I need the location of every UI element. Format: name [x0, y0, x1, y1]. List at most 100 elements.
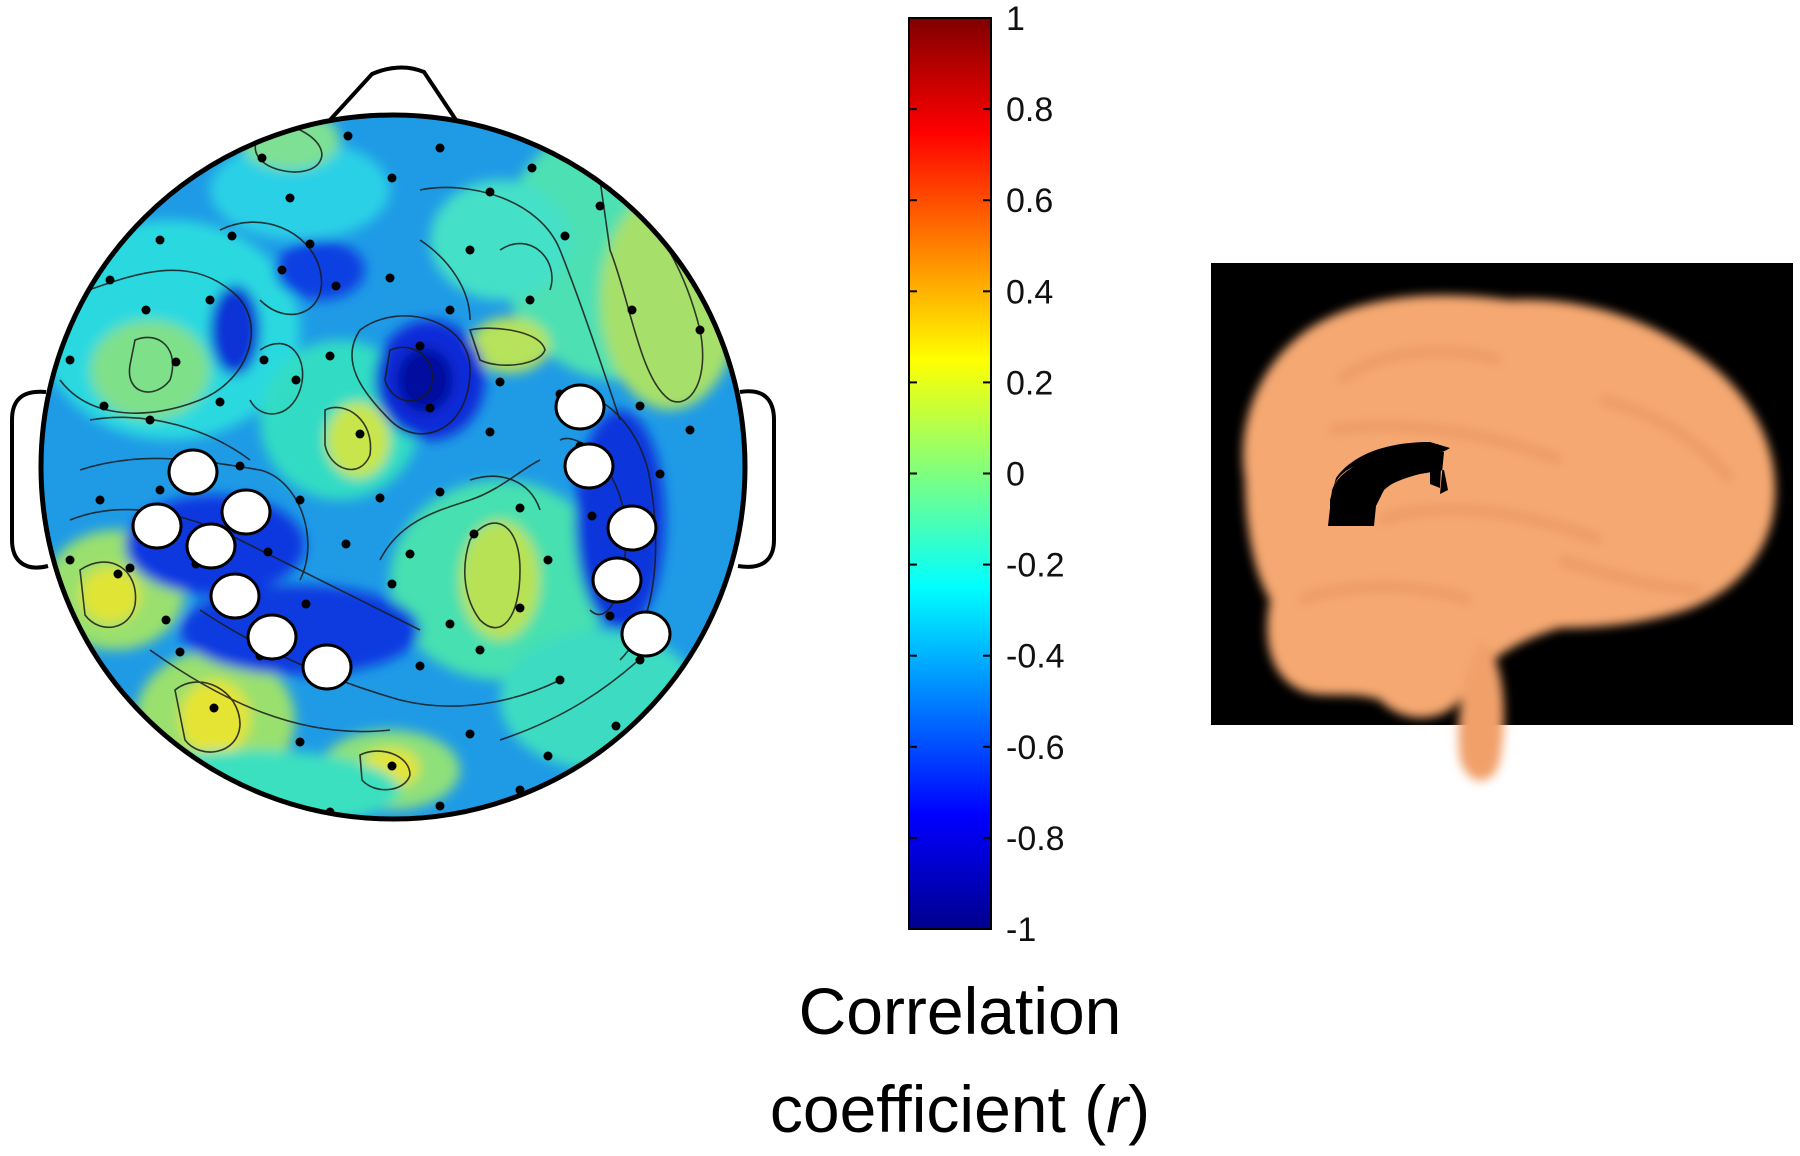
colorbar-tick-label: 0.6	[1006, 182, 1053, 220]
electrode-dot	[611, 721, 621, 731]
electrode-dot	[105, 275, 115, 285]
electrode-dot	[175, 647, 185, 657]
colorbar-tick-label: 0.8	[1006, 91, 1053, 129]
electrode-dot	[485, 187, 495, 197]
electrode-dot	[65, 355, 75, 365]
significant-electrode-marker	[246, 613, 298, 661]
significant-electrode-marker	[167, 448, 219, 496]
electrode-dot	[387, 579, 397, 589]
colorbar-tick-label: 0.4	[1006, 273, 1053, 311]
title-prefix: coefficient (	[770, 1072, 1106, 1146]
colorbar-tick-label: 0.2	[1006, 364, 1053, 402]
significant-electrode-marker	[220, 488, 272, 536]
electrode-dot	[655, 469, 665, 479]
electrode-dot	[445, 619, 455, 629]
significant-electrode-marker	[131, 502, 183, 550]
brain-tissue	[1242, 295, 1776, 781]
electrode-dot	[435, 143, 445, 153]
electrode-dot	[277, 265, 287, 275]
electrode-dot	[259, 355, 269, 365]
electrode-dot	[435, 801, 445, 811]
electrode-dot	[543, 555, 553, 565]
colorbar-ticks: 1 0.8 0.6 0.4 0.2 0 -0.2 -0.4 -0.6 -0.8 -1	[909, 0, 1065, 949]
electrode-dot	[415, 341, 425, 351]
electrode-dot	[171, 357, 181, 367]
electrode-dot	[245, 791, 255, 801]
electrode-dot	[215, 397, 225, 407]
electrode-dot	[685, 425, 695, 435]
electrode-dot	[515, 503, 525, 513]
electrode-dot	[113, 569, 123, 579]
electrode-dot	[145, 415, 155, 425]
electrode-dot	[295, 495, 305, 505]
electrode-dot	[125, 563, 135, 573]
electrode-dot	[587, 511, 597, 521]
colorbar-tick-label: 0	[1006, 456, 1025, 494]
right-ear	[737, 389, 776, 569]
electrode-dot	[235, 461, 245, 471]
electrode-dots	[65, 131, 705, 817]
electrode-dot	[165, 773, 175, 783]
electrode-dot	[465, 245, 475, 255]
colorbar-tick-label: -0.4	[1006, 638, 1065, 676]
electrode-dot	[635, 655, 645, 665]
electrode-dot	[595, 201, 605, 211]
electrode-dot	[435, 487, 445, 497]
electrode-dot	[387, 761, 397, 771]
significant-electrode-marker	[209, 572, 261, 620]
eeg-topomap	[10, 65, 776, 822]
electrode-dot	[475, 645, 485, 655]
electrode-dot	[469, 529, 479, 539]
electrode-dot	[355, 429, 365, 439]
electrode-dot	[155, 485, 165, 495]
electrode-dot	[99, 401, 109, 411]
colorbar-tick-label: -0.6	[1006, 729, 1065, 767]
brain-sagittal-panel	[1211, 263, 1793, 781]
electrode-dot	[425, 403, 435, 413]
colorbar: 1 0.8 0.6 0.4 0.2 0 -0.2 -0.4 -0.6 -0.8 -1 Correla…	[770, 0, 1150, 1146]
electrode-dot	[155, 235, 165, 245]
colorbar-gradient	[908, 17, 992, 930]
colorbar-title-line2: coefficient (r)	[770, 1072, 1150, 1146]
electrode-dot	[161, 615, 171, 625]
electrode-dot	[331, 281, 341, 291]
electrode-dot	[141, 305, 151, 315]
left-ear	[10, 389, 49, 570]
electrode-dot	[305, 239, 315, 249]
electrode-dot	[227, 231, 237, 241]
significant-electrode-marker	[606, 504, 658, 552]
electrode-dot	[95, 495, 105, 505]
electrode-dot	[515, 603, 525, 613]
roi-mask-body	[1328, 444, 1442, 526]
significant-electrode-marker	[591, 556, 643, 604]
electrode-dot	[445, 305, 455, 315]
colorbar-tick-label: -1	[1006, 911, 1036, 949]
significant-electrode-marker	[554, 383, 606, 431]
colorbar-tick-label: -0.8	[1006, 820, 1065, 858]
electrode-dot	[295, 737, 305, 747]
colorbar-tick-label: 1	[1006, 0, 1025, 38]
electrode-dot	[65, 555, 75, 565]
electrode-dot	[543, 751, 553, 761]
electrode-dot	[627, 305, 637, 315]
electrode-dot	[291, 375, 301, 385]
electrode-dot	[495, 377, 505, 387]
significant-electrode-marker	[563, 442, 615, 490]
title-suffix: )	[1128, 1072, 1150, 1146]
nose	[328, 65, 458, 122]
electrode-dot	[341, 539, 351, 549]
electrode-dot	[525, 295, 535, 305]
significant-electrode-marker	[185, 522, 237, 570]
electrode-dot	[285, 193, 295, 203]
electrode-dot	[375, 493, 385, 503]
electrode-dot	[527, 163, 537, 173]
electrode-dot	[695, 325, 705, 335]
electrode-dot	[387, 173, 397, 183]
electrode-dot	[343, 131, 353, 141]
title-variable: r	[1106, 1072, 1131, 1146]
electrode-dot	[560, 231, 570, 241]
head-outline	[38, 112, 748, 822]
electrode-dot	[405, 549, 415, 559]
electrode-dot	[605, 611, 615, 621]
